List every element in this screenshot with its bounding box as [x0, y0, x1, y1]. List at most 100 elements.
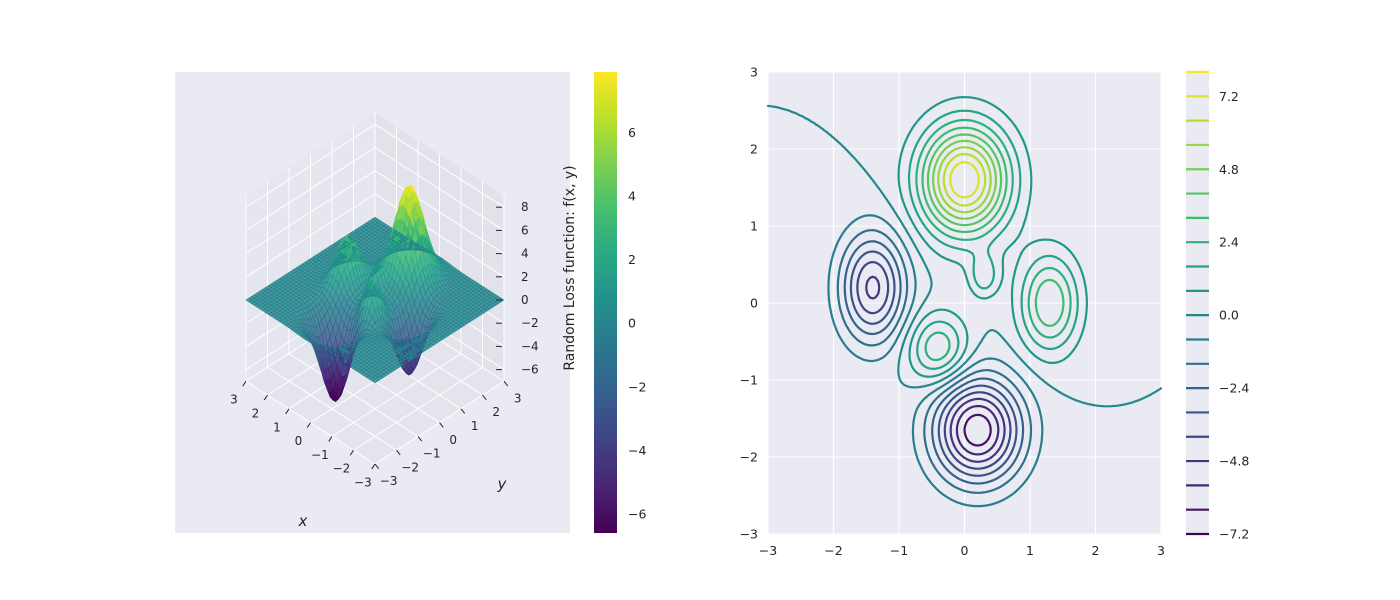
surface-z-tick-label: 2 [521, 270, 529, 284]
contour-ticks: −3 −2 −1 0 1 2 3 −3 −2 −1 0 1 2 3 [740, 65, 1165, 559]
surface-z-tick-label: −2 [521, 316, 539, 330]
contour-level-line [766, 104, 1163, 408]
contour-lines [766, 96, 1163, 508]
contour-level-line [955, 404, 1000, 456]
surface-wall-gridline [374, 170, 505, 255]
surface-colorbar-tick-label: 6 [628, 125, 636, 140]
contour-level-line [937, 146, 992, 214]
surface-y-tick-label: 2 [492, 405, 500, 419]
surface-y-axis-label: y [497, 475, 508, 493]
surface-colorbar-tick-label: −6 [628, 506, 646, 521]
contour-level-line [963, 413, 992, 447]
surface-x-tick-label: 2 [252, 406, 260, 420]
surface-x-tick-mark [285, 408, 290, 415]
surface-y-tick-mark [396, 449, 401, 456]
surface-x-tick-mark [349, 449, 354, 456]
surface-x-tick-label: −3 [354, 475, 372, 489]
contour-x-tick-label: 1 [1026, 543, 1034, 558]
surface-y-tick-mark [374, 463, 380, 469]
contour-colorbar-levels [1186, 70, 1209, 536]
contour-y-tick-label: 0 [750, 296, 758, 311]
contour-level-line [856, 261, 1012, 470]
surface-x-tick-label: 0 [295, 434, 303, 448]
contour-level-line [897, 96, 1088, 378]
surface-x-tick-label: 1 [273, 420, 281, 434]
surface-y-tick-label: 1 [471, 419, 479, 433]
contour-gridlines [767, 71, 1162, 535]
contour-y-tick-label: 2 [750, 142, 758, 157]
surface-x-axis-label: x [298, 512, 308, 530]
surface-x-tick-mark [242, 380, 247, 387]
contour-level-line [907, 109, 1079, 370]
surface-z-tick-label: −4 [521, 339, 539, 353]
surface-y-tick-label: −1 [423, 447, 441, 461]
contour-colorbar-tick-label: −2.4 [1219, 381, 1249, 396]
surface-y-tick-mark [439, 422, 444, 428]
surface-z-tick-label: 6 [521, 223, 529, 237]
surface-y-tick-mark [503, 380, 509, 387]
surface-y-tick-label: 0 [449, 433, 457, 447]
contour-y-tick-label: 1 [750, 219, 758, 234]
surface-colorbar-tick-label: −2 [628, 379, 646, 394]
surface-colorbar: −6 −4 −2 0 2 4 6 [594, 72, 646, 533]
contour-level-line [921, 126, 1065, 327]
contour-level-line [942, 153, 987, 207]
surface-colorbar-tick-label: 4 [628, 188, 636, 203]
surface-x-tick-mark [306, 422, 311, 428]
contour-colorbar-tick-label: −7.2 [1219, 527, 1249, 542]
surface-y-tick-mark [482, 394, 487, 400]
surface-wall-gridline [245, 193, 376, 278]
surface-x-tick-mark [263, 394, 268, 401]
surface-wall-gridline [245, 147, 376, 231]
contour-y-tick-label: 3 [750, 65, 758, 80]
surface-x-tick-label: 3 [230, 393, 238, 407]
surface-x-tick-mark [371, 463, 376, 470]
contour-y-tick-label: −3 [740, 527, 758, 542]
contour-x-tick-label: −3 [759, 543, 777, 558]
contour-level-line [949, 161, 980, 199]
contour-level-line [843, 240, 1025, 485]
contour-colorbar-tick-label: −4.8 [1219, 454, 1249, 469]
contour-x-tick-label: −1 [890, 543, 908, 558]
contour-level-line [836, 229, 1033, 494]
surface-wall-gridline [374, 193, 505, 278]
contour-x-tick-label: −2 [824, 543, 842, 558]
surface-colorbar-ticks: −6 −4 −2 0 2 4 6 [628, 125, 646, 522]
surface-y-tick-label: −3 [380, 474, 398, 488]
surface-x-tick-label: −1 [311, 448, 329, 462]
surface-wall-gridline [374, 147, 505, 231]
surface-mesh-facet [245, 297, 253, 303]
contour-y-tick-label: −1 [740, 373, 758, 388]
contour-colorbar-ticks: −7.2 −4.8 −2.4 0.0 2.4 4.8 7.2 [1219, 89, 1249, 542]
surface-wall-gridline [245, 123, 376, 208]
surface-z-tick-label: 0 [521, 293, 529, 307]
contour-x-tick-label: 3 [1157, 543, 1165, 558]
surface-colorbar-bar [594, 72, 617, 533]
contour-colorbar-tick-label: 2.4 [1219, 235, 1239, 250]
contour-x-tick-label: 0 [961, 543, 969, 558]
contour-panel: −3 −2 −1 0 1 2 3 −3 −2 −1 0 1 2 3 [740, 65, 1165, 559]
surface-x-tick-mark [328, 436, 333, 442]
contour-level-line [915, 118, 1072, 362]
contour-colorbar-bar [1186, 72, 1209, 534]
contour-level-line [849, 250, 1018, 477]
surface-z-tick-label: 8 [521, 200, 529, 214]
surface-colorbar-tick-label: −4 [628, 443, 646, 458]
contour-level-line [932, 139, 997, 220]
surface-colorbar-tick-label: 2 [628, 252, 636, 267]
surface-z-tick-label: −6 [521, 363, 539, 377]
surface-z-axis-label: Random Loss function: f(x, y) [562, 165, 578, 370]
contour-level-line [865, 275, 1006, 463]
contour-colorbar: −7.2 −4.8 −2.4 0.0 2.4 4.8 7.2 [1186, 70, 1249, 542]
surface-colorbar-tick-label: 0 [628, 316, 636, 331]
surface-y-tick-mark [417, 436, 423, 442]
contour-colorbar-tick-label: 4.8 [1219, 162, 1239, 177]
surface-y-tick-label: −2 [401, 460, 419, 474]
surface-z-tick-label: 4 [521, 247, 529, 261]
contour-level-line [827, 214, 1044, 508]
contour-y-tick-label: −2 [740, 450, 758, 465]
surface-y-tick-mark [460, 408, 466, 414]
surface-wall-gridline [374, 123, 505, 208]
